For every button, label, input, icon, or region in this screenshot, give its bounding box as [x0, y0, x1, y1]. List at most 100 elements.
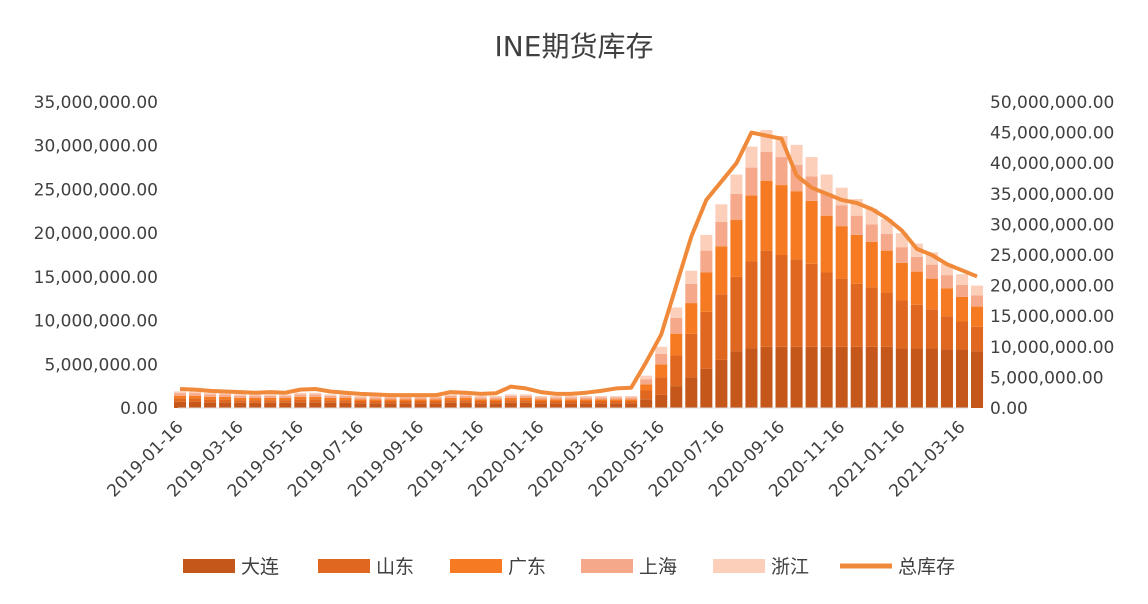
- bar-segment: [279, 397, 292, 401]
- bar-segment: [880, 292, 893, 347]
- bar-segment: [925, 264, 938, 279]
- legend-swatch: [450, 559, 502, 573]
- bar-segment: [489, 403, 502, 408]
- bar-segment: [685, 303, 698, 334]
- bar-segment: [249, 402, 262, 408]
- bar-segment: [745, 195, 758, 262]
- bar-segment: [640, 390, 653, 400]
- bar-segment: [414, 397, 427, 400]
- bar-segment: [700, 272, 713, 312]
- bar-segment: [399, 401, 412, 404]
- bar-segment: [775, 255, 788, 347]
- bar-segment: [625, 403, 638, 408]
- bar-segment: [730, 220, 743, 277]
- bar-segment: [745, 261, 758, 349]
- bar-segment: [925, 309, 938, 349]
- bar-segment: [429, 401, 442, 404]
- bar-segment: [173, 395, 187, 399]
- bar-segment: [459, 402, 472, 408]
- y-left-tick-label: 0.00: [120, 399, 158, 419]
- bar-segment: [835, 205, 848, 227]
- bar-segment: [339, 394, 352, 396]
- bar-segment: [219, 396, 232, 400]
- y-left-tick-label: 20,000,000.00: [34, 224, 158, 244]
- y-left-tick-label: 5,000,000.00: [44, 355, 158, 375]
- bar-segment: [279, 402, 292, 408]
- bar-segment: [655, 346, 668, 354]
- bar-segment: [910, 256, 923, 272]
- bar-segment: [534, 403, 547, 408]
- bar-segment: [610, 403, 623, 408]
- bar-segment: [715, 359, 728, 408]
- bar-segment: [745, 348, 758, 408]
- bar-segment: [835, 278, 848, 347]
- bar-segment: [309, 394, 322, 397]
- bar-segment: [610, 401, 623, 404]
- bar-segment: [249, 394, 262, 396]
- bar-series-group: [173, 129, 984, 408]
- bar-segment: [805, 157, 818, 177]
- bar-segment: [234, 394, 247, 396]
- bar-segment: [625, 401, 638, 404]
- bar-segment: [264, 395, 277, 398]
- bar-segment: [384, 397, 397, 400]
- legend-label: 广东: [508, 556, 546, 578]
- bar-segment: [670, 386, 683, 408]
- bar-segment: [444, 400, 457, 403]
- bar-segment: [925, 278, 938, 310]
- y-left-tick-label: 30,000,000.00: [34, 137, 158, 157]
- legend-label: 总库存: [898, 556, 955, 578]
- bar-segment: [775, 185, 788, 255]
- bar-segment: [595, 403, 608, 408]
- bar-segment: [745, 167, 758, 196]
- bar-segment: [519, 402, 532, 408]
- bar-segment: [610, 399, 623, 402]
- legend: 大连 山东 广东 上海 浙江 总库存: [183, 556, 955, 578]
- y-left-tick-label: 10,000,000.00: [34, 312, 158, 332]
- bar-segment: [354, 396, 367, 398]
- legend-swatch: [318, 559, 370, 573]
- bar-segment: [474, 397, 487, 400]
- bar-segment: [880, 250, 893, 293]
- bar-segment: [369, 399, 382, 402]
- bar-segment: [940, 263, 953, 276]
- bar-segment: [670, 355, 683, 387]
- bar-segment: [730, 193, 743, 221]
- bar-segment: [384, 401, 397, 404]
- bar-segment: [580, 399, 593, 402]
- bar-segment: [399, 399, 412, 402]
- bar-segment: [354, 397, 367, 400]
- bar-segment: [625, 397, 638, 400]
- bar-segment: [805, 346, 818, 408]
- bar-segment: [504, 394, 517, 396]
- y-right-tick-label: 0.00: [990, 399, 1028, 419]
- bar-segment: [820, 192, 833, 216]
- bar-segment: [895, 247, 908, 263]
- bar-segment: [971, 326, 984, 352]
- y-right-tick-label: 15,000,000.00: [990, 307, 1114, 327]
- bar-segment: [324, 395, 337, 398]
- bar-segment: [850, 234, 863, 284]
- y-left-tick-label: 25,000,000.00: [34, 180, 158, 200]
- bar-segment: [504, 402, 517, 408]
- bar-segment: [564, 399, 578, 402]
- bar-segment: [820, 174, 833, 193]
- bar-segment: [489, 401, 502, 404]
- bar-segment: [294, 402, 307, 408]
- bar-segment: [234, 397, 247, 401]
- bar-segment: [414, 399, 427, 402]
- y-right-tick-label: 5,000,000.00: [990, 368, 1104, 388]
- bar-segment: [790, 191, 803, 260]
- bar-segment: [564, 397, 578, 400]
- bar-segment: [369, 396, 382, 398]
- bar-segment: [564, 396, 578, 398]
- bar-segment: [429, 397, 442, 400]
- bar-segment: [354, 399, 367, 402]
- bar-segment: [534, 401, 547, 404]
- bar-segment: [549, 396, 562, 398]
- legend-swatch: [183, 559, 235, 573]
- bar-segment: [805, 200, 818, 264]
- y-left-tick-label: 15,000,000.00: [34, 268, 158, 288]
- right-axis: 50,000,000.00 45,000,000.00 40,000,000.00 3…: [990, 93, 1114, 419]
- bar-segment: [715, 204, 728, 222]
